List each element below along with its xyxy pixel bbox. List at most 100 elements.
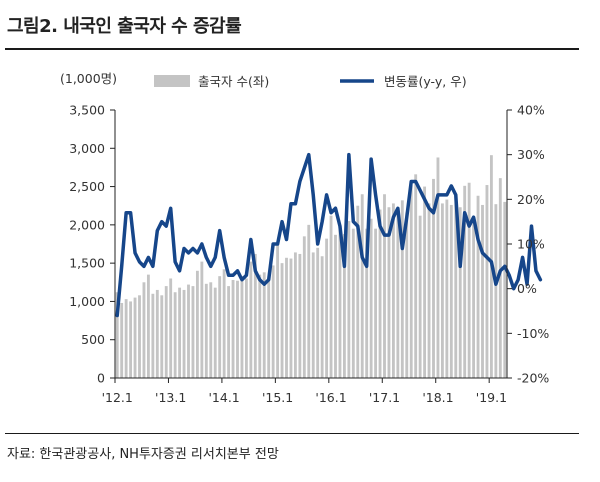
left-axis-ticks: 0 500 1,000 1,500 2,000 2,500 3,000 3,500 — [69, 103, 115, 386]
bar — [329, 215, 333, 378]
bar — [414, 174, 418, 378]
bar — [391, 203, 395, 378]
bar — [115, 292, 119, 378]
chart: (1,000명) 출국자 수(좌) 변동률(y-y, 우) 0 500 1,000 1… — [60, 71, 549, 405]
left-tick-label: 1,500 — [69, 256, 105, 271]
left-tick-label: 2,000 — [69, 217, 105, 232]
bar — [124, 299, 128, 378]
right-tick-label: 30% — [517, 147, 545, 162]
x-tick-label: '19.1 — [476, 390, 507, 405]
right-tick-label: 20% — [517, 192, 545, 207]
x-tick-label: '12.1 — [102, 390, 133, 405]
left-tick-label: 3,000 — [69, 141, 105, 156]
bar — [178, 287, 182, 378]
bar — [231, 279, 235, 378]
bar — [155, 289, 159, 378]
x-tick-label: '13.1 — [155, 390, 186, 405]
bar — [289, 258, 293, 378]
bar — [142, 282, 146, 378]
bar — [440, 203, 444, 378]
bar — [498, 178, 502, 378]
left-tick-label: 3,500 — [69, 103, 105, 118]
line-series — [115, 152, 543, 318]
x-tick-label: '14.1 — [208, 390, 239, 405]
bar — [258, 274, 262, 378]
bar — [320, 256, 324, 378]
chart-title: 그림2. 내국인 출국자 수 증감률 — [7, 16, 242, 37]
bar — [334, 234, 337, 378]
bar — [253, 253, 257, 378]
bar — [316, 247, 320, 378]
bar — [445, 199, 449, 378]
right-tick-label: 0% — [517, 281, 537, 296]
bar — [436, 157, 440, 378]
bar — [138, 295, 141, 378]
bar — [472, 217, 476, 378]
legend: 출국자 수(좌) 변동률(y-y, 우) — [154, 74, 467, 89]
bar — [365, 228, 369, 378]
bar — [400, 200, 404, 378]
bar — [120, 302, 124, 378]
bar — [423, 186, 427, 378]
bar — [432, 178, 435, 378]
bar-series — [115, 155, 507, 378]
bar — [129, 301, 133, 378]
bar — [293, 252, 297, 378]
left-axis-unit-label: (1,000명) — [60, 71, 117, 86]
bar — [262, 272, 266, 378]
bar — [240, 276, 244, 378]
left-tick-label: 500 — [81, 332, 105, 347]
bar — [218, 276, 222, 378]
bar — [342, 234, 346, 378]
bar — [169, 278, 173, 378]
bar — [458, 207, 462, 378]
bar — [347, 221, 351, 378]
bar — [244, 278, 248, 378]
bar — [369, 218, 373, 378]
bar — [182, 289, 186, 378]
bar — [383, 194, 386, 378]
bar — [213, 287, 217, 378]
bar — [387, 207, 391, 378]
bar — [280, 263, 284, 378]
legend-bar-swatch — [154, 75, 190, 87]
legend-line-label: 변동률(y-y, 우) — [384, 74, 467, 89]
bottom-rule — [5, 433, 579, 434]
x-axis-ticks: '12.1 '13.1 '14.1 '15.1 '16.1 '17.1 '18.1 '19.1 — [102, 378, 507, 405]
bar — [325, 238, 329, 378]
legend-bar-label: 출국자 수(좌) — [198, 74, 269, 89]
bar — [302, 236, 306, 378]
bar — [276, 244, 280, 378]
bar — [503, 201, 507, 378]
right-tick-label: -20% — [517, 371, 549, 386]
top-rule — [5, 48, 579, 50]
bar — [481, 204, 484, 378]
line-series-path — [115, 152, 543, 318]
bar — [298, 253, 302, 378]
bar — [236, 280, 239, 378]
bar — [311, 252, 315, 378]
bar — [133, 297, 137, 378]
bar — [427, 203, 431, 378]
right-tick-label: 40% — [517, 103, 545, 118]
bar — [467, 182, 471, 378]
bar — [160, 295, 164, 378]
x-tick-label: '18.1 — [422, 390, 453, 405]
bar — [173, 292, 177, 378]
bar — [200, 261, 204, 378]
bar — [146, 274, 150, 378]
bar — [485, 185, 489, 378]
bar — [267, 278, 271, 378]
bar — [418, 215, 422, 378]
bar — [209, 282, 213, 378]
bar — [338, 226, 342, 378]
left-tick-label: 0 — [97, 371, 105, 386]
source-note: 자료: 한국관광공사, NH투자증권 리서치본부 전망 — [7, 447, 279, 462]
bar — [476, 195, 480, 378]
left-tick-label: 2,500 — [69, 179, 105, 194]
right-tick-label: -10% — [517, 326, 549, 341]
bar — [405, 212, 409, 378]
bar — [271, 265, 275, 378]
bar — [454, 193, 458, 378]
bar — [191, 286, 195, 378]
